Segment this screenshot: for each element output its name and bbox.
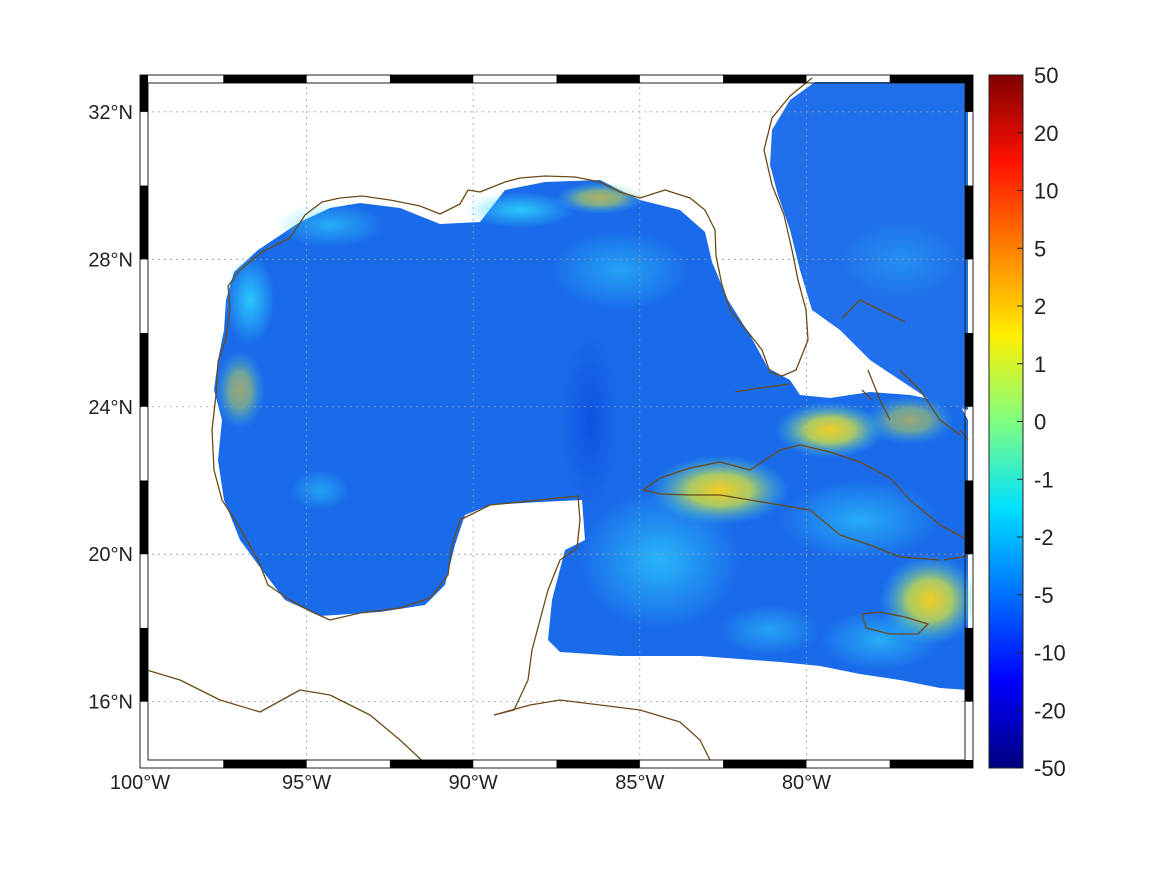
lon-tick-label: 95°W (282, 772, 331, 794)
frame-segment-left (140, 185, 148, 260)
honduras-coastline (493, 699, 711, 761)
frame-segment-bottom (556, 760, 640, 768)
colorbar-tick-label: -2 (1034, 525, 1054, 550)
frame-segment-top (889, 75, 973, 83)
coastline (139, 77, 969, 769)
colorbar-tick-label: 5 (1034, 236, 1046, 261)
colorbar-tick-label: 50 (1034, 63, 1058, 88)
frame-segment-right (965, 185, 973, 260)
lon-tick-label: 90°W (449, 772, 498, 794)
keys-coastline (734, 383, 791, 393)
bahamas-coastline (841, 299, 961, 436)
sst-anomaly-field (214, 82, 973, 690)
frame-segment-right (965, 627, 973, 702)
cuba-coastline (642, 444, 969, 561)
lon-tick-label: 80°W (782, 772, 831, 794)
colorbar-tick-label: 1 (1034, 352, 1046, 377)
frame-segment-left (140, 75, 148, 112)
lat-tick-label: 24°N (88, 397, 133, 419)
colorbar-tick-label: -1 (1034, 467, 1054, 492)
frame-segment-right (965, 480, 973, 555)
frame-segment-right (965, 333, 973, 407)
mexico-coastline (213, 469, 581, 716)
colorbar-tick-label: 2 (1034, 294, 1046, 319)
hispaniola-coastline (943, 429, 969, 561)
lat-tick-label: 20°N (88, 544, 133, 566)
colorbar-tick-label: 20 (1034, 121, 1058, 146)
colorbar-tick-label: -50 (1034, 756, 1066, 781)
central-america-coastline (139, 667, 431, 769)
lat-tick-label: 32°N (88, 102, 133, 124)
longitude-tick-labels: 100°W 95°W 90°W 85°W 80°W (110, 772, 831, 794)
colorbar-tick-label: -20 (1034, 698, 1066, 723)
frame-segment-bottom (723, 760, 807, 768)
colorbar-tick-label: 0 (1034, 410, 1046, 435)
colorbar-tick-label: -10 (1034, 641, 1066, 666)
frame-segment-left (140, 627, 148, 702)
lon-tick-label: 100°W (110, 772, 170, 794)
frame-segment-left (140, 333, 148, 407)
latitude-tick-labels: 32°N 28°N 24°N 20°N 16°N (88, 102, 133, 714)
frame-segment-bottom (223, 760, 307, 768)
frame-segment-top (723, 75, 807, 83)
frame-segment-left (140, 480, 148, 555)
frame-segment-top (223, 75, 307, 83)
frame-segment-bottom (389, 760, 474, 768)
frame-segment-right (965, 75, 973, 112)
lat-tick-label: 16°N (88, 692, 133, 714)
colorbar-tick-label: 10 (1034, 179, 1058, 204)
map-frame (139, 74, 974, 769)
frame-segment-top (389, 75, 474, 83)
lat-tick-label: 28°N (88, 249, 133, 271)
lon-tick-label: 85°W (615, 772, 664, 794)
jamaica-coastline (861, 611, 929, 635)
frame-segment-bottom (889, 760, 973, 768)
colorbar-tick-label: -5 (1034, 583, 1054, 608)
us-gulf-coastline (211, 77, 813, 471)
frame-segment-top (556, 75, 640, 83)
